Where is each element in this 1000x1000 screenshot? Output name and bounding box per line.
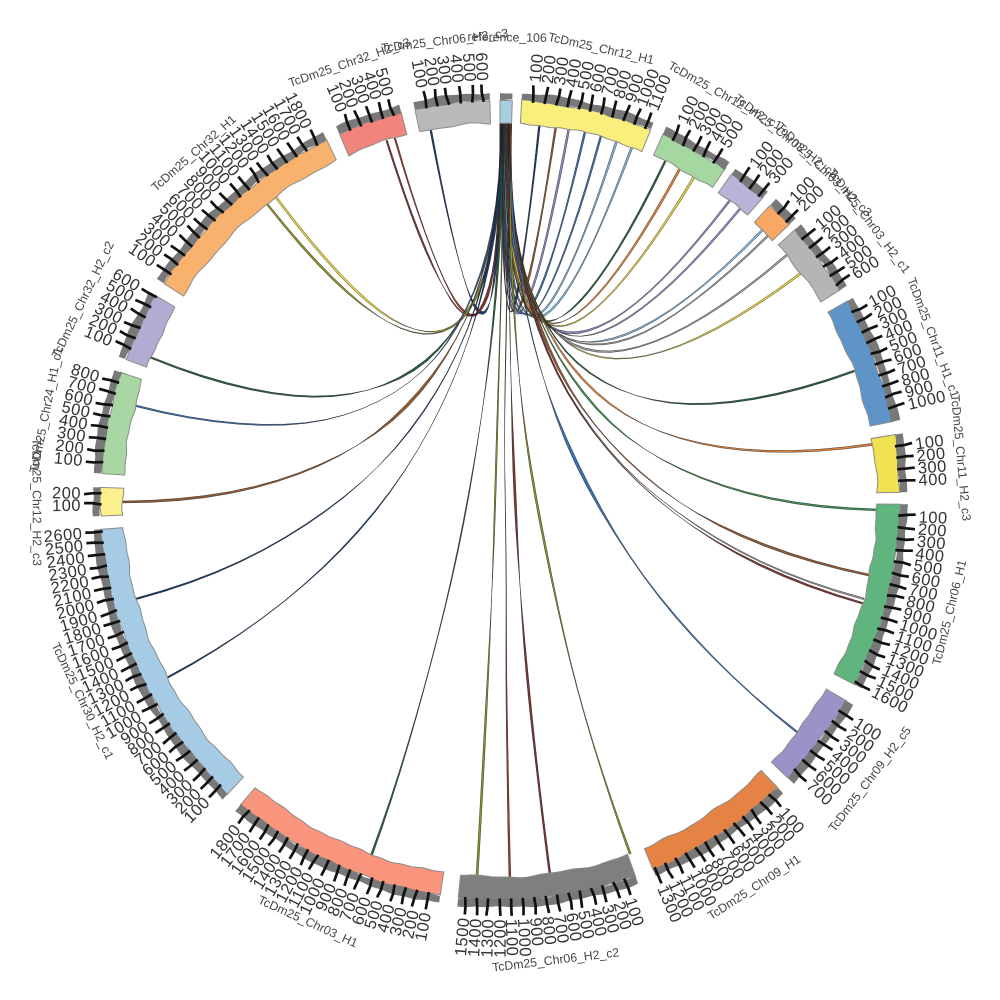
svg-text:100: 100 xyxy=(53,449,84,470)
svg-text:TcDm25_Chr12_H2_c3: TcDm25_Chr12_H2_c3 xyxy=(29,438,44,566)
svg-text:reference_106: reference_106 xyxy=(467,30,547,45)
svg-text:2600: 2600 xyxy=(43,525,83,546)
svg-text:2500: 2500 xyxy=(44,537,84,559)
svg-text:700: 700 xyxy=(550,914,572,945)
svg-text:200: 200 xyxy=(52,484,81,502)
svg-text:600: 600 xyxy=(562,911,585,943)
svg-text:1400: 1400 xyxy=(465,918,485,958)
svg-text:400: 400 xyxy=(563,57,586,89)
svg-text:100: 100 xyxy=(52,497,81,515)
svg-text:500: 500 xyxy=(574,909,597,941)
svg-text:200: 200 xyxy=(420,56,442,87)
svg-text:400: 400 xyxy=(918,470,948,489)
svg-text:200: 200 xyxy=(917,521,947,541)
svg-text:1100: 1100 xyxy=(502,919,521,957)
svg-text:1500: 1500 xyxy=(452,917,473,957)
svg-text:2400: 2400 xyxy=(45,549,86,572)
svg-text:1000: 1000 xyxy=(514,918,534,958)
svg-text:1200: 1200 xyxy=(492,919,510,958)
svg-text:400: 400 xyxy=(58,411,90,434)
svg-text:300: 300 xyxy=(433,55,455,86)
svg-text:500: 500 xyxy=(459,52,479,82)
svg-text:300: 300 xyxy=(551,55,573,86)
svg-text:500: 500 xyxy=(60,398,92,422)
svg-text:400: 400 xyxy=(446,53,467,84)
svg-text:200: 200 xyxy=(916,445,947,466)
svg-text:100: 100 xyxy=(918,508,948,527)
svg-text:700: 700 xyxy=(907,581,939,605)
svg-text:800: 800 xyxy=(538,915,559,946)
svg-text:500: 500 xyxy=(912,557,943,579)
svg-text:100: 100 xyxy=(527,53,547,83)
svg-text:600: 600 xyxy=(910,569,942,592)
svg-text:1300: 1300 xyxy=(478,919,497,958)
svg-text:100: 100 xyxy=(914,432,945,454)
svg-text:200: 200 xyxy=(54,436,85,457)
svg-text:100: 100 xyxy=(408,58,431,90)
svg-text:300: 300 xyxy=(56,424,87,446)
svg-text:200: 200 xyxy=(539,54,560,85)
svg-text:200: 200 xyxy=(399,908,423,940)
svg-text:600: 600 xyxy=(472,52,491,82)
svg-text:100: 100 xyxy=(412,911,435,943)
svg-text:300: 300 xyxy=(917,457,947,477)
svg-text:400: 400 xyxy=(914,545,945,567)
svg-text:300: 300 xyxy=(916,533,947,554)
svg-text:500: 500 xyxy=(575,59,598,91)
svg-text:900: 900 xyxy=(526,917,546,947)
